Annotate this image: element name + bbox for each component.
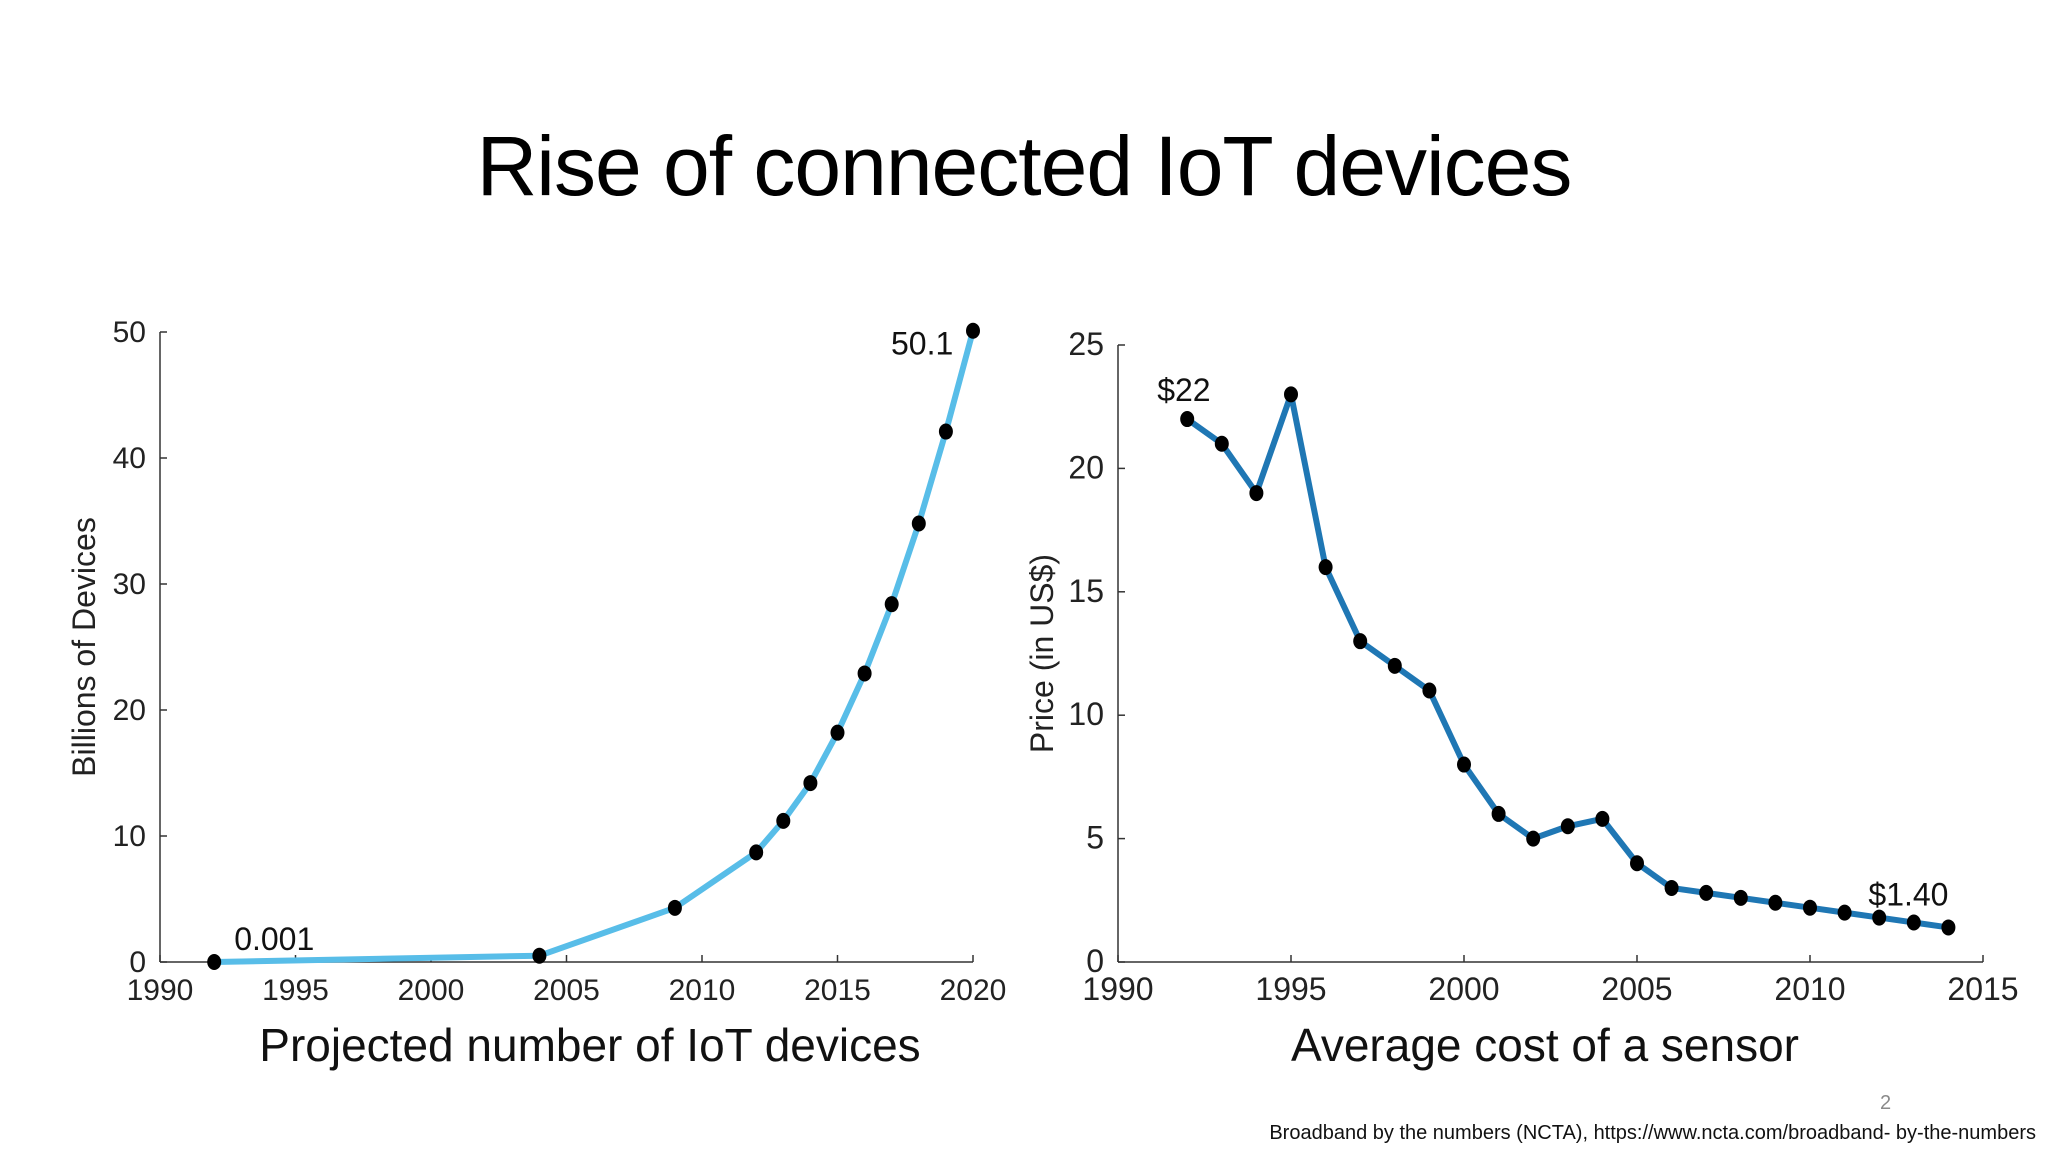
cost-y-tick-label: 20 [1068,449,1104,485]
devices-data-point [776,812,791,829]
page-number: 2 [1880,1092,1892,1114]
cost-data-point [1630,855,1644,872]
devices-x-tick-label: 2005 [533,974,600,1007]
cost-data-label: $22 [1157,372,1210,408]
cost-x-tick-label: 2000 [1428,971,1499,1007]
cost-data-point [1906,914,1921,931]
devices-data-point [532,947,547,964]
cost-y-tick-label: 5 [1086,820,1104,856]
cost-data-point [1803,899,1817,916]
cost-data-point [1768,894,1783,911]
devices-data-point [938,423,953,440]
devices-data-label: 50.1 [891,326,953,362]
cost-x-tick-label: 1995 [1255,971,1326,1007]
cost-x-tick-label: 1990 [1082,971,1153,1007]
devices-y-tick-label: 0 [129,946,146,979]
devices-x-tick-label: 1990 [127,974,194,1007]
devices-data-point [966,322,980,339]
cost-data-point [1214,435,1229,452]
cost-data-point [1491,805,1506,822]
cost-x-tick-label: 2005 [1601,971,1672,1007]
devices-y-tick-label: 50 [113,316,146,349]
cost-data-point [1353,633,1368,650]
devices-x-tick-label: 1995 [262,974,329,1007]
cost-data-point [1699,884,1714,901]
cost-data-point [1941,919,1956,936]
cost-y-tick-label: 15 [1068,573,1104,609]
devices-data-point [911,515,926,532]
devices-data-point [207,953,222,970]
devices-series-line [211,327,976,965]
cost-data-point [1664,879,1679,896]
devices-data-point [803,775,818,792]
devices-data-point [830,724,845,741]
cost-data-point [1837,904,1852,921]
cost-x-tick-label: 2015 [1947,971,2018,1007]
devices-data-point [749,844,764,861]
devices-y-tick-label: 40 [113,442,146,475]
cost-data-point [1733,889,1748,906]
source-citation: Broadband by the numbers (NCTA), https:/… [1269,1122,2036,1144]
cost-series-line [1184,391,1952,931]
cost-data-point [1457,756,1471,773]
devices-x-tick-label: 2020 [940,974,1007,1007]
devices-x-tick-label: 2010 [669,974,736,1007]
cost-y-axis-label: Price (in US$) [1024,554,1060,753]
cost-chart-caption: Average cost of a sensor [1291,1019,1799,1071]
cost-data-point [1872,909,1887,926]
cost-x-tick-label: 2010 [1774,971,1845,1007]
devices-data-label: 0.001 [234,921,314,957]
cost-data-point [1526,830,1541,847]
cost-data-point [1422,682,1437,699]
devices-y-tick-label: 10 [113,820,146,853]
cost-data-point [1560,818,1575,835]
devices-data-point [884,596,899,613]
devices-y-axis-label: Billions of Devices [66,517,102,777]
devices-data-point [667,899,682,916]
devices-data-point [857,665,872,682]
cost-data-point [1284,386,1298,403]
devices-y-tick-label: 30 [113,568,146,601]
cost-data-point [1318,559,1333,576]
cost-data-point [1595,810,1610,827]
slide-title: Rise of connected IoT devices [476,119,1573,213]
devices-chart-caption: Projected number of IoT devices [259,1019,921,1071]
cost-data-point [1180,411,1195,428]
cost-data-point [1249,485,1264,502]
devices-x-tick-label: 2015 [804,974,871,1007]
cost-data-point [1387,657,1402,674]
devices-y-tick-label: 20 [113,694,146,727]
cost-data-label: $1.40 [1868,876,1948,912]
devices-x-tick-label: 2000 [398,974,465,1007]
cost-y-tick-label: 10 [1068,696,1104,732]
cost-y-tick-label: 25 [1068,326,1104,362]
cost-y-tick-label: 0 [1086,943,1104,979]
